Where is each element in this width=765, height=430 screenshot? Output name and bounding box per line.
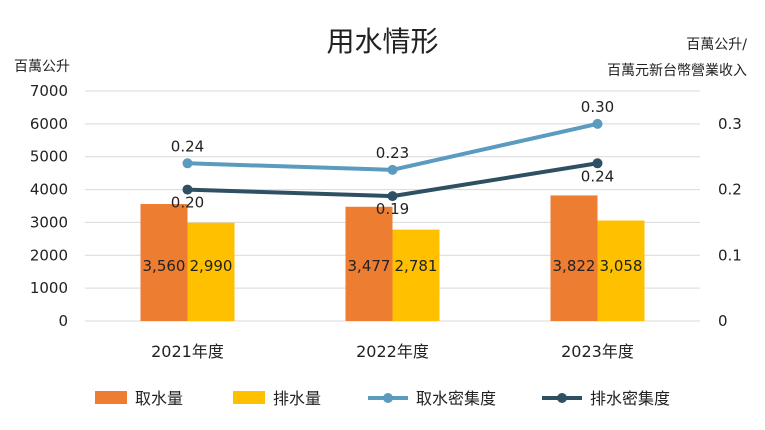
- legend-swatch: [233, 391, 265, 404]
- bar-data-label: 3,560: [143, 257, 186, 275]
- line-point: [592, 158, 603, 169]
- line-data-label: 0.23: [376, 144, 409, 162]
- y-axis-right-tick-label: 0.1: [718, 246, 742, 264]
- x-axis-tick-label: 2023年度: [561, 342, 634, 361]
- legend: 取水量 排水量 取水密集度 排水密集度: [95, 389, 670, 408]
- y-axis-left-tick-label: 6000: [30, 115, 68, 133]
- y-axis-left-ticks: 0 1000 2000 3000 4000 5000 6000 7000: [30, 82, 68, 330]
- bar-data-label: 3,058: [600, 257, 643, 275]
- legend-label: 排水密集度: [590, 389, 670, 408]
- y-axis-right-ticks: 0 0.1 0.2 0.3: [718, 115, 742, 330]
- bar-discharge: [597, 220, 645, 321]
- bar-intake: [550, 195, 598, 321]
- y-axis-left-label: 百萬公升: [14, 59, 70, 75]
- bar-data-label: 2,990: [190, 257, 233, 275]
- line-point: [182, 184, 193, 195]
- y-axis-left-tick-label: 1000: [30, 279, 68, 297]
- x-axis-tick-label: 2021年度: [151, 342, 224, 361]
- x-axis-ticks: 2021年度 2022年度 2023年度: [151, 342, 634, 361]
- line-data-label: 0.30: [581, 98, 614, 116]
- y-axis-right-label-line-1: 百萬公升/: [686, 37, 747, 53]
- line-point: [387, 191, 398, 202]
- bar-intake: [140, 204, 188, 321]
- bar-intake: [345, 206, 393, 321]
- legend-marker: [383, 393, 393, 403]
- line-point: [387, 164, 398, 175]
- y-axis-right-label-line-2: 百萬元新台幣營業收入: [607, 63, 747, 79]
- y-axis-right-tick-label: 0: [718, 312, 728, 330]
- line-data-label: 0.24: [581, 167, 614, 185]
- x-axis-tick-label: 2022年度: [356, 342, 429, 361]
- y-axis-left-tick-label: 0: [58, 312, 68, 330]
- legend-label: 取水量: [135, 389, 183, 408]
- y-axis-right-label: 百萬公升/ 百萬元新台幣營業收入: [607, 32, 747, 84]
- legend-swatch: [95, 391, 127, 404]
- legend-label: 取水密集度: [416, 389, 496, 408]
- line-point: [592, 118, 603, 129]
- legend-marker: [557, 393, 567, 403]
- bar-data-label: 2,781: [395, 257, 438, 275]
- y-axis-left-tick-label: 7000: [30, 82, 68, 100]
- bar-series: 3,560 3,477 3,822 2,990 2,781 3,058: [140, 195, 645, 321]
- line-data-label: 0.20: [171, 194, 204, 212]
- line-data-label: 0.19: [376, 200, 409, 218]
- y-axis-left-tick-label: 2000: [30, 246, 68, 264]
- y-axis-left-tick-label: 3000: [30, 213, 68, 231]
- line-point: [182, 158, 193, 169]
- chart-title: 用水情形: [326, 25, 439, 58]
- y-axis-left-tick-label: 4000: [30, 181, 68, 199]
- bar-discharge: [187, 222, 235, 321]
- y-axis-right-tick-label: 0.3: [718, 115, 742, 133]
- y-axis-left-tick-label: 5000: [30, 148, 68, 166]
- bar-discharge: [392, 229, 440, 321]
- y-axis-right-tick-label: 0.2: [718, 181, 742, 199]
- line-data-label: 0.24: [171, 137, 204, 155]
- legend-label: 排水量: [273, 389, 321, 408]
- bar-data-label: 3,477: [348, 257, 391, 275]
- bar-data-label: 3,822: [553, 257, 596, 275]
- line-series: 0.24 0.23 0.30 0.20 0.19 0.24: [171, 98, 614, 218]
